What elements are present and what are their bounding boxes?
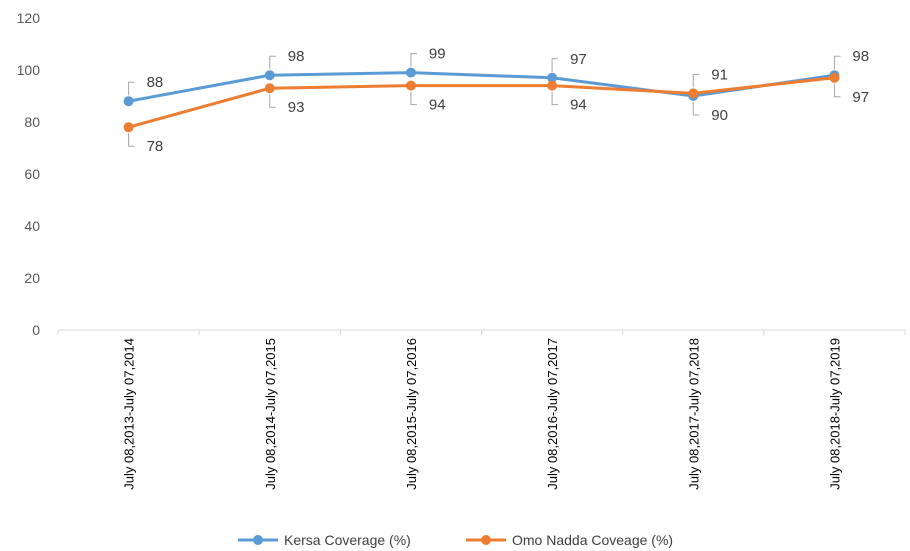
data-label-leader [551, 91, 559, 106]
data-label: 90 [711, 107, 728, 124]
series-line-1 [127, 76, 836, 129]
y-axis: 0 20 40 60 80 100 120 [17, 10, 41, 338]
data-label: 91 [711, 66, 728, 83]
data-label: 97 [852, 89, 869, 106]
data-label-leader [128, 81, 135, 96]
data-label-leader [410, 53, 417, 67]
data-label: 94 [570, 97, 587, 114]
x-category-label: July 08,2017-July 07,2018 [686, 338, 701, 490]
data-label-leader [692, 102, 700, 116]
data-label-leader [833, 55, 841, 70]
y-tick-label: 40 [24, 218, 40, 234]
data-label: 78 [147, 138, 164, 155]
data-label-leader [128, 133, 135, 147]
legend: Kersa Coverage (%) Omo Nadda Coveage (%) [238, 532, 673, 548]
y-tick-label: 100 [17, 62, 41, 78]
series-layer [123, 67, 840, 133]
data-label-leader [692, 73, 700, 88]
y-tick-label: 60 [24, 166, 40, 182]
data-point [123, 122, 134, 133]
data-point [123, 96, 134, 107]
x-category-label: July 08,2016-July 07,2017 [545, 338, 560, 490]
data-label: 99 [429, 46, 446, 63]
data-label: 98 [852, 48, 869, 65]
x-category-label: July 08,2014-July 07,2015 [263, 338, 278, 490]
x-axis: July 08,2013-July 07,2014 July 08,2014-Ju… [57, 329, 906, 490]
data-point [829, 72, 840, 83]
data-labels: 88 98 99 97 90 98 78 93 94 94 91 97 [128, 46, 869, 155]
data-label: 97 [570, 51, 587, 68]
data-label: 94 [429, 97, 446, 114]
y-tick-label: 0 [32, 322, 40, 338]
series-line-0 [127, 71, 836, 103]
legend-swatch-marker [481, 535, 491, 545]
data-label: 88 [147, 74, 164, 91]
data-point [264, 70, 275, 81]
data-point [264, 83, 275, 94]
y-tick-label: 20 [24, 270, 40, 286]
data-label-leader [410, 91, 417, 106]
y-tick-label: 120 [17, 10, 41, 26]
x-category-label: July 08,2018-July 07,2019 [827, 338, 842, 490]
legend-label: Kersa Coverage (%) [284, 532, 411, 548]
data-point [405, 80, 416, 91]
data-label-leader [551, 58, 559, 72]
data-label-leader [833, 83, 841, 98]
y-tick-label: 80 [24, 114, 40, 130]
data-point [688, 88, 699, 99]
data-point [547, 72, 558, 83]
data-label: 98 [288, 48, 305, 65]
data-label: 93 [288, 99, 305, 116]
x-category-label: July 08,2013-July 07,2014 [122, 338, 137, 490]
data-label-leader [269, 55, 276, 70]
data-point [547, 80, 558, 91]
legend-swatch-marker [253, 535, 263, 545]
legend-label: Omo Nadda Coveage (%) [512, 532, 673, 548]
data-label-leader [269, 94, 276, 108]
data-point [405, 67, 416, 78]
x-category-label: July 08,2015-July 07,2016 [404, 338, 419, 490]
